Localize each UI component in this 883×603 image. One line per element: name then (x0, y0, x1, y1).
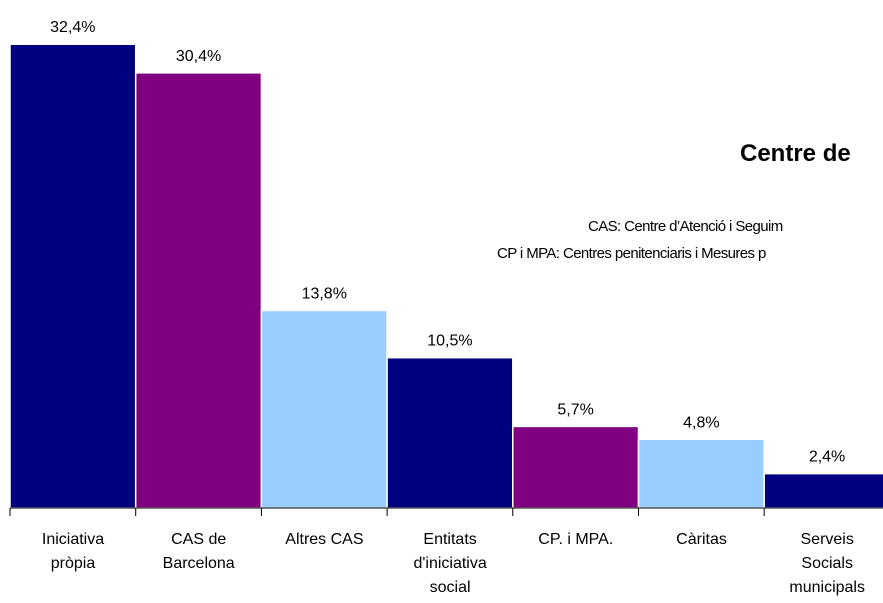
bar (386, 356, 514, 509)
data-label: 13,8% (302, 285, 347, 302)
bar (134, 72, 263, 509)
chart-title: Centre de (740, 140, 851, 167)
x-tick-label: Serveis Socials municipals (789, 531, 865, 596)
note: CP i MPA: Centres penitenciaris i Mesure… (497, 245, 766, 262)
data-label: 5,7% (557, 401, 593, 418)
data-label: 30,4% (176, 48, 221, 65)
bar (260, 309, 388, 509)
data-label: 4,8% (683, 414, 719, 431)
bar (763, 472, 883, 509)
x-tick-label: Altres CAS (285, 531, 364, 548)
bar (637, 438, 765, 509)
x-tick-label: Càritas (676, 531, 727, 548)
data-label: 32,4% (50, 19, 95, 36)
x-tick-label: Entitats d'iniciativa social (413, 531, 487, 596)
bar (512, 425, 640, 509)
bar (9, 43, 137, 509)
data-label: 2,4% (809, 449, 845, 466)
x-tick-label: CP. i MPA. (538, 531, 614, 548)
x-tick-label: CAS de Barcelona (162, 531, 235, 572)
data-label: 10,5% (427, 333, 472, 350)
note: CAS: Centre d’Atenció i Seguim (588, 218, 783, 235)
x-tick-label: Iniciativa pròpia (41, 531, 105, 572)
